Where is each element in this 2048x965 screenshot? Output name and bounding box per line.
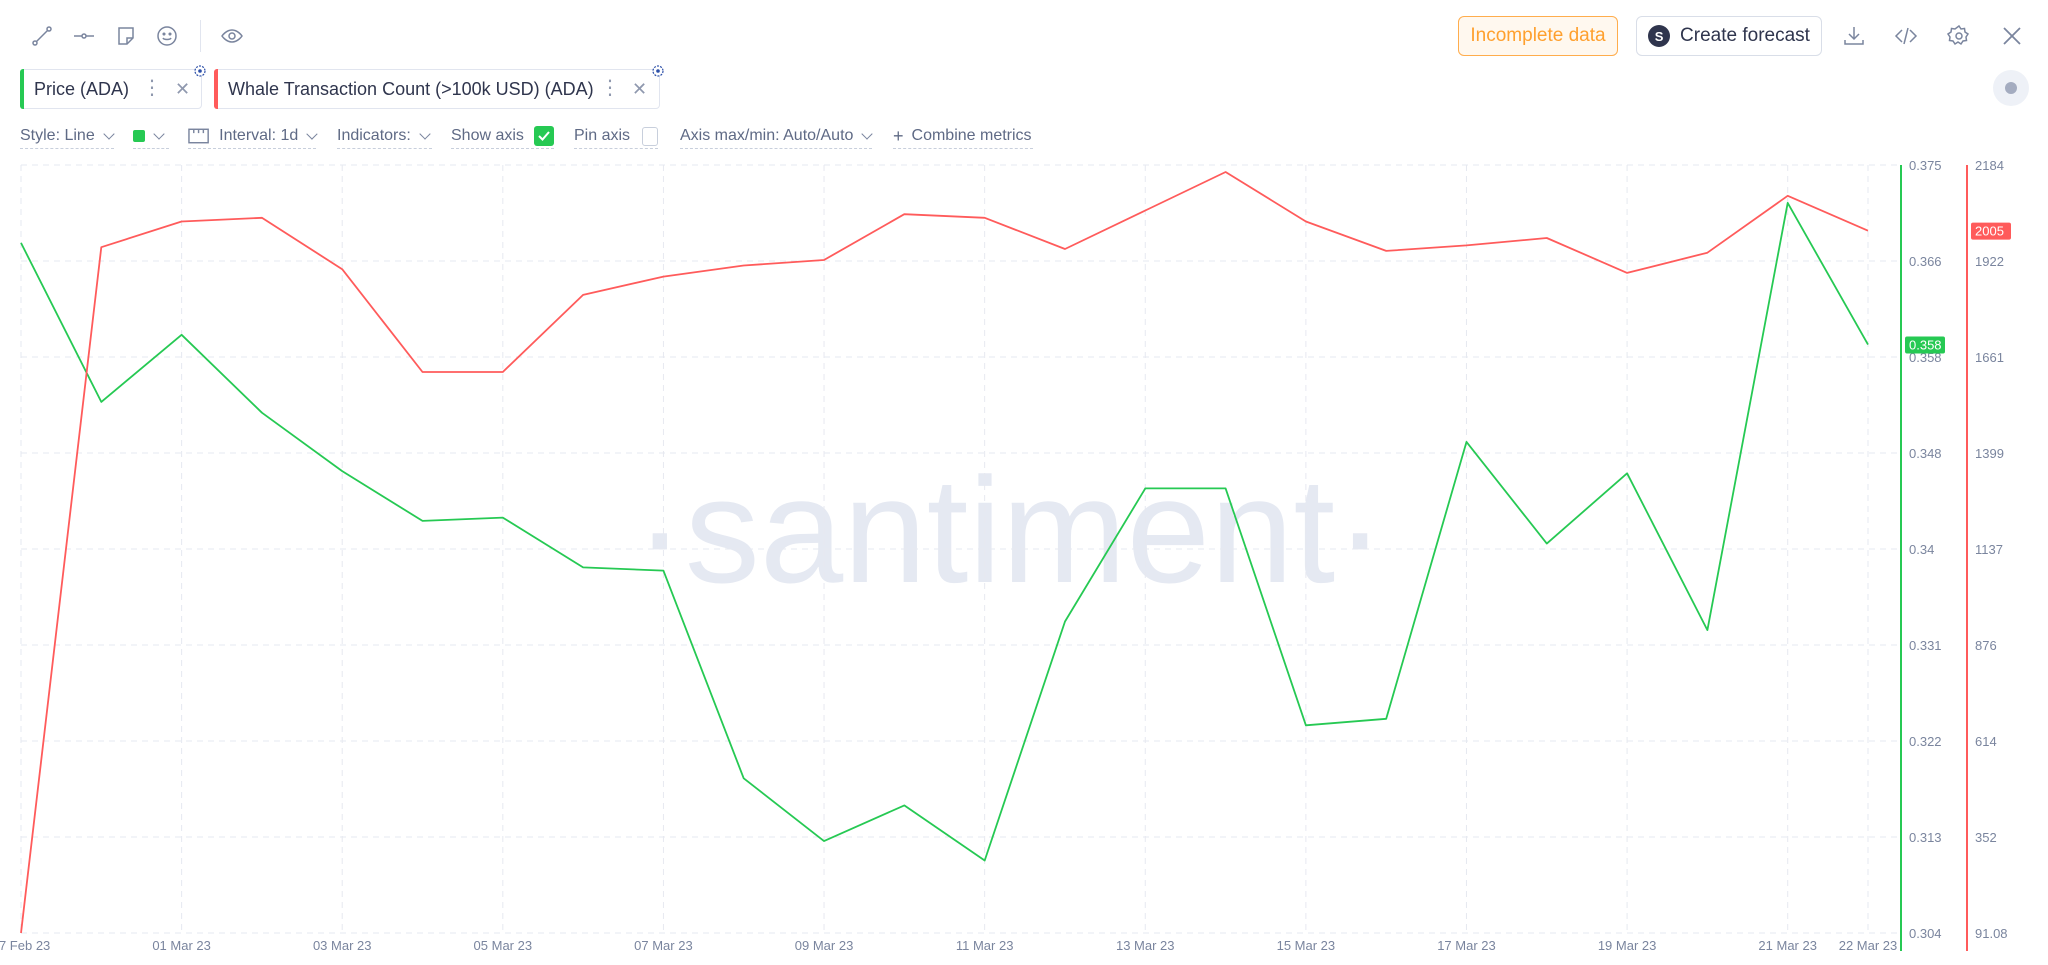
combine-metrics-button[interactable]: + Combine metrics: [893, 124, 1033, 149]
x-axis-tick-label: 03 Mar 23: [313, 938, 372, 953]
pin-axis-label: Pin axis: [574, 127, 631, 144]
remove-metric-icon[interactable]: ✕: [175, 79, 191, 99]
whale-axis-tick-label: 1137: [1975, 542, 2003, 557]
price-last-value-badge: [1905, 336, 1945, 354]
x-axis-tick-label: 19 Mar 23: [1598, 938, 1657, 953]
axis-maxmin-dropdown[interactable]: Axis max/min: Auto/Auto: [680, 124, 874, 149]
price-axis-tick-label: 0.313: [1909, 830, 1942, 845]
metric-label: Price (ADA): [34, 78, 130, 99]
whale-series-line: [20, 171, 1869, 934]
create-forecast-label: Create forecast: [1680, 25, 1810, 46]
metric-label: Whale Transaction Count (>100k USD) (ADA…: [228, 78, 594, 99]
whale-axis-tick-label: 2184: [1975, 158, 2004, 173]
chart-axes: [1900, 165, 1968, 951]
chart[interactable]: ·santiment· 0.375 0.366 0.358 0.348 0.34 0.33…: [0, 150, 2048, 965]
price-axis-tick-label: 0.358: [1909, 350, 1942, 365]
checkmark-icon: [538, 131, 550, 141]
embed-code-icon[interactable]: [1888, 18, 1924, 54]
whale-axis-tick-label: 91.08: [1975, 926, 2008, 941]
metric-settings-icon[interactable]: [651, 64, 665, 78]
chevron-down-icon: [103, 127, 115, 140]
price-axis-tick-label: 0.366: [1909, 254, 1942, 269]
interval-dropdown[interactable]: Interval: 1d: [188, 124, 318, 149]
x-axis-tick-label: 17 Mar 23: [1437, 938, 1496, 953]
price-axis-tick-label: 0.322: [1909, 734, 1942, 749]
combine-metrics-label: Combine metrics: [911, 127, 1032, 144]
whale-axis-tick-label: 1922: [1975, 254, 2004, 269]
metric-color-bar: [214, 69, 218, 109]
chevron-down-icon: [419, 127, 431, 140]
x-axis-tick-label: 07 Mar 23: [634, 938, 693, 953]
chart-series: [20, 171, 1869, 934]
horizontal-ray-icon[interactable]: [66, 18, 102, 54]
create-forecast-button[interactable]: S Create forecast: [1636, 16, 1822, 56]
x-axis-tick-label: 13 Mar 23: [1116, 938, 1175, 953]
download-icon[interactable]: [1836, 18, 1872, 54]
interval-label: Interval: 1d: [219, 127, 299, 144]
price-axis-tick-label: 0.34: [1909, 542, 1934, 557]
x-axis-tick-label: 15 Mar 23: [1277, 938, 1336, 953]
line-drawing-icon[interactable]: [24, 18, 60, 54]
style-label: Style: Line: [20, 127, 95, 144]
metric-tab-whale-transaction-count[interactable]: Whale Transaction Count (>100k USD) (ADA…: [214, 65, 664, 109]
whale-axis-tick-label: 614: [1975, 734, 1997, 749]
color-picker[interactable]: [133, 124, 169, 149]
whale-last-value-label: 2005: [1975, 224, 2004, 239]
price-last-value-label: 0.358: [1909, 338, 1942, 353]
price-axis-tick-label: 0.375: [1909, 158, 1942, 173]
show-axis-toggle[interactable]: Show axis: [451, 124, 554, 149]
chart-labels: 0.375 0.366 0.358 0.348 0.34 0.331 0.322 0.313 0…: [0, 158, 2011, 953]
record-toggle-button[interactable]: [1993, 70, 2029, 106]
more-options-icon[interactable]: ⋮: [142, 77, 162, 99]
eye-icon[interactable]: [214, 18, 250, 54]
record-dot-icon: [2005, 82, 2017, 94]
x-axis-tick-label: 09 Mar 23: [795, 938, 854, 953]
remove-metric-icon[interactable]: ✕: [632, 79, 648, 99]
santiment-watermark: ·santiment·: [635, 446, 1385, 614]
show-axis-checkbox[interactable]: [533, 126, 554, 146]
chart-settings-row: Style: Line Interval: 1d Indicators: Sho…: [0, 120, 1200, 150]
settings-icon[interactable]: [1941, 18, 1977, 54]
indicators-label: Indicators:: [337, 127, 411, 144]
note-icon[interactable]: [108, 18, 144, 54]
chart-grid: [20, 164, 1901, 934]
whale-last-value-badge: [1971, 222, 2011, 240]
whale-axis-tick-label: 876: [1975, 638, 1997, 653]
x-axis-tick-label: 21 Mar 23: [1758, 938, 1817, 953]
metric-tab-price[interactable]: Price (ADA) ⋮ ✕: [20, 65, 206, 109]
whale-axis-tick-label: 352: [1975, 830, 1997, 845]
metric-settings-icon[interactable]: [193, 64, 207, 78]
santiment-logo-icon: S: [1648, 25, 1671, 47]
pin-axis-toggle[interactable]: Pin axis: [574, 124, 658, 149]
pin-axis-checkbox[interactable]: [642, 126, 658, 146]
close-icon[interactable]: [1994, 18, 2030, 54]
x-axis-tick-label: 05 Mar 23: [474, 938, 533, 953]
x-axis-tick-label: 01 Mar 23: [152, 938, 211, 953]
chevron-down-icon: [306, 127, 318, 140]
emoji-icon[interactable]: [149, 18, 185, 54]
price-series-line: [20, 202, 1869, 862]
whale-axis-tick-label: 1399: [1975, 446, 2004, 461]
whale-axis-tick-label: 1661: [1975, 350, 2004, 365]
plus-icon: +: [893, 125, 904, 146]
interval-icon: [188, 128, 209, 144]
x-axis-tick-label: 11 Mar 23: [956, 938, 1014, 953]
indicators-dropdown[interactable]: Indicators:: [337, 124, 432, 149]
x-axis-tick-label: 27 Feb 23: [0, 938, 50, 953]
top-toolbar: Incomplete data S Create forecast: [0, 0, 2048, 70]
color-swatch: [133, 130, 145, 142]
more-options-icon[interactable]: ⋮: [600, 77, 620, 99]
price-axis-tick-label: 0.348: [1909, 446, 1942, 461]
style-dropdown[interactable]: Style: Line: [20, 124, 115, 149]
chevron-down-icon: [153, 127, 165, 140]
chevron-down-icon: [861, 127, 874, 140]
axis-maxmin-label: Axis max/min: Auto/Auto: [680, 127, 854, 144]
show-axis-label: Show axis: [451, 127, 524, 144]
price-axis-tick-label: 0.304: [1909, 926, 1942, 941]
price-axis-tick-label: 0.331: [1909, 638, 1942, 653]
incomplete-data-button[interactable]: Incomplete data: [1458, 16, 1618, 56]
metric-color-bar: [20, 69, 24, 109]
x-axis-tick-label: 22 Mar 23: [1839, 938, 1898, 953]
toolbar-divider: [200, 20, 201, 52]
